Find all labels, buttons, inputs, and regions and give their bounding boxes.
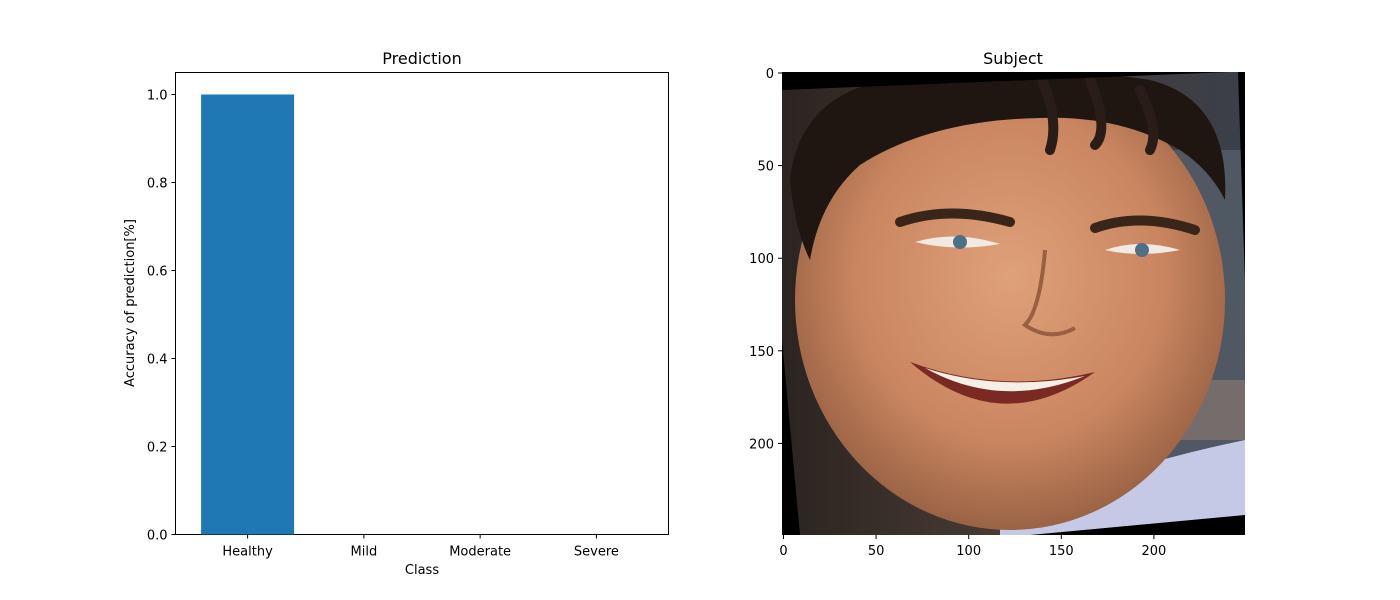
image-x-tick-label: 200 — [1141, 544, 1166, 559]
image-x-tick-label: 50 — [868, 544, 885, 559]
y-tick-label: 0.0 — [147, 529, 168, 544]
image-x-tick-label: 0 — [779, 544, 787, 559]
y-tick-label: 0.2 — [147, 441, 168, 456]
prediction-x-axis-label: Class — [405, 563, 439, 578]
subject-image-panel: 0 50 100 150 200 0 50 100 150 200 Subject — [749, 49, 1245, 559]
subject-image-title: Subject — [983, 49, 1043, 68]
image-y-tick-label: 200 — [749, 437, 774, 452]
prediction-axes-frame — [175, 72, 669, 535]
image-x-tick-label: 100 — [956, 544, 981, 559]
image-y-tick-label: 0 — [766, 67, 774, 82]
prediction-chart-title: Prediction — [382, 49, 461, 68]
image-y-tick-label: 50 — [757, 160, 774, 175]
y-tick-label: 0.8 — [147, 177, 168, 192]
x-tick-label: Severe — [574, 545, 619, 560]
y-tick-label: 0.6 — [147, 265, 168, 280]
prediction-y-axis-label: Accuracy of prediction[%] — [123, 219, 138, 387]
x-tick-label: Healthy — [222, 545, 273, 560]
y-tick-label: 1.0 — [147, 89, 168, 104]
image-x-tick-label: 150 — [1049, 544, 1074, 559]
face-photo-icon — [782, 72, 1245, 535]
image-y-tick-label: 100 — [749, 252, 774, 267]
x-tick-label: Mild — [351, 545, 378, 560]
prediction-chart: Healthy Mild Moderate Severe 0.0 0.2 0.4 0.6 0.… — [123, 49, 669, 578]
image-y-tick-label: 150 — [749, 345, 774, 360]
bar-healthy — [201, 94, 295, 535]
y-tick-label: 0.4 — [147, 353, 168, 368]
x-tick-label: Moderate — [449, 545, 511, 560]
